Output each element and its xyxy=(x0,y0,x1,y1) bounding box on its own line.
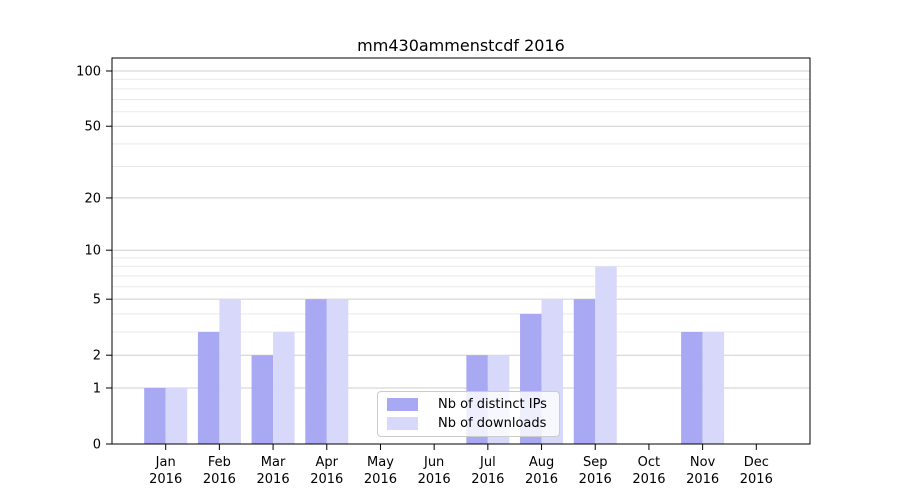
x-tick-label-month: Aug xyxy=(529,455,554,470)
bar xyxy=(165,387,188,444)
x-tick-label-year: 2016 xyxy=(740,472,773,487)
bar xyxy=(219,299,241,444)
x-tick-label-year: 2016 xyxy=(686,472,719,487)
legend-label-downloads: Nb of downloads xyxy=(438,416,547,431)
x-tick-label-year: 2016 xyxy=(579,472,612,487)
x-tick-label-month: Apr xyxy=(316,455,339,470)
x-tick-label-month: May xyxy=(367,455,394,470)
y-tick-label: 20 xyxy=(84,191,101,206)
bar xyxy=(305,299,327,444)
y-tick-label: 50 xyxy=(84,120,101,135)
x-tick-label-month: Dec xyxy=(744,455,769,470)
bar xyxy=(681,331,703,444)
x-tick-label-year: 2016 xyxy=(525,472,558,487)
y-tick-label: 10 xyxy=(84,244,101,259)
x-tick-label-year: 2016 xyxy=(364,472,397,487)
x-tick-label-year: 2016 xyxy=(471,472,504,487)
plot-border xyxy=(111,57,811,445)
x-tick-label-month: Jun xyxy=(423,455,444,470)
x-tick-label-year: 2016 xyxy=(149,472,182,487)
legend-label-distinct-ips: Nb of distinct IPs xyxy=(438,397,547,412)
bar xyxy=(702,331,725,444)
legend: Nb of distinct IPs Nb of downloads xyxy=(377,391,560,437)
bar xyxy=(144,387,166,444)
y-tick-label: 1 xyxy=(93,381,101,396)
x-tick-label-month: Jul xyxy=(479,455,496,470)
x-tick-label-year: 2016 xyxy=(632,472,665,487)
y-tick-label: 0 xyxy=(93,438,101,453)
bar xyxy=(573,299,596,444)
x-tick-label-year: 2016 xyxy=(257,472,290,487)
y-tick-label: 2 xyxy=(93,349,101,364)
bar xyxy=(197,331,220,444)
x-tick-label-year: 2016 xyxy=(418,472,451,487)
x-tick-label-year: 2016 xyxy=(203,472,236,487)
x-tick-label-month: Jan xyxy=(155,455,176,470)
x-tick-label-year: 2016 xyxy=(310,472,343,487)
legend-swatch-downloads xyxy=(387,417,418,430)
legend-item-distinct-ips: Nb of distinct IPs xyxy=(387,398,547,411)
bar xyxy=(273,331,295,444)
x-tick-label-month: Nov xyxy=(690,455,716,470)
legend-item-downloads: Nb of downloads xyxy=(387,417,547,430)
x-tick-label-month: Oct xyxy=(638,455,660,470)
bar xyxy=(251,355,274,444)
legend-swatch-distinct-ips xyxy=(387,398,418,411)
x-tick-label-month: Sep xyxy=(583,455,608,470)
x-tick-label-month: Feb xyxy=(208,455,231,470)
y-tick-label: 5 xyxy=(93,293,101,308)
x-tick-label-month: Mar xyxy=(261,455,286,470)
bar xyxy=(326,299,349,444)
y-tick-label: 100 xyxy=(76,64,101,79)
chart-title: mm430ammenstcdf 2016 xyxy=(357,36,565,55)
bar xyxy=(595,266,617,444)
